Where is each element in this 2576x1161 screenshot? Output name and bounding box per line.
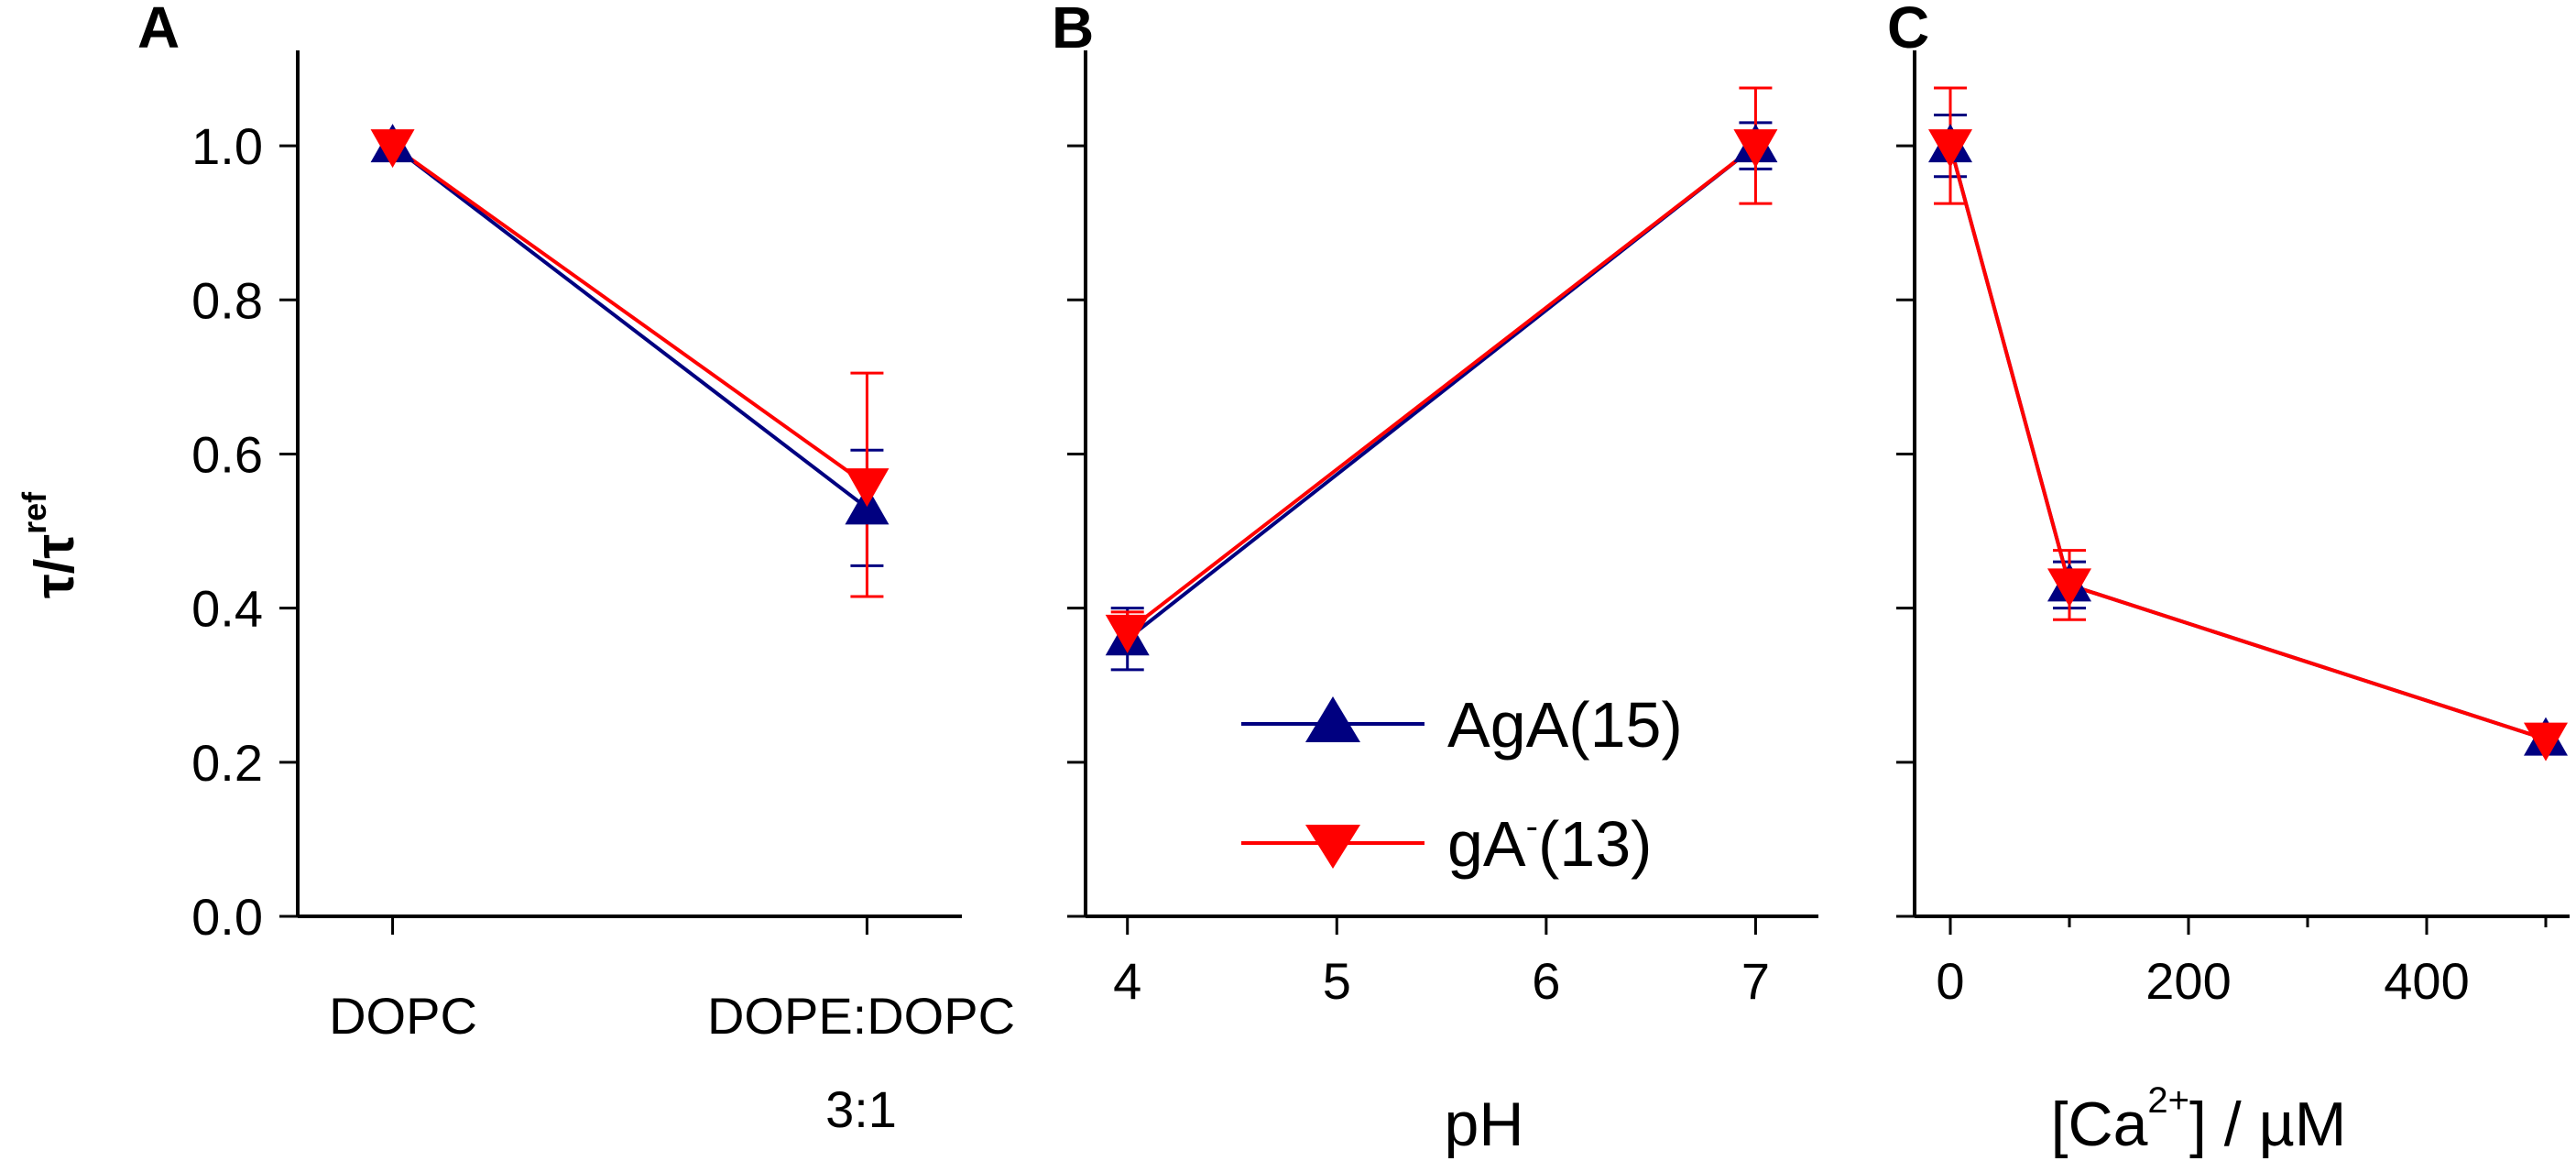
panel-b-x-tick-label: 7 <box>1741 952 1770 1010</box>
panel-b-letter: B <box>1052 0 1094 60</box>
panel-a-line-aga <box>391 144 868 509</box>
panel-c-x-tick-label: 400 <box>2384 952 2469 1010</box>
svg-text:τ/τref: τ/τref <box>16 491 85 598</box>
panel-b-x-tick-label: 6 <box>1532 952 1560 1010</box>
panel-c-x-tick-label: 200 <box>2145 952 2231 1010</box>
panel-a-y-tick-label: 0.2 <box>191 734 263 792</box>
panel-a-line-ga <box>391 144 868 487</box>
panel-c-line-ga <box>1948 145 2547 741</box>
panel-a-y-tick-label: 0.6 <box>191 425 263 483</box>
category-label-dopc: DOPC <box>329 987 477 1045</box>
panel-c-x-tick-label: 0 <box>1936 952 1964 1010</box>
panel-c-line-aga <box>1948 145 2547 741</box>
legend: AgA(15) gA-(13) <box>1241 689 1683 880</box>
panel-b-line-ga <box>1126 144 1757 633</box>
legend-marker-aga <box>1305 696 1360 742</box>
legend-label-ga-sup: - <box>1526 806 1538 847</box>
panel-b-x-tick-label: 4 <box>1113 952 1141 1010</box>
panel-b: B pH 4 5 6 7 <box>1052 0 1818 1159</box>
y-axis-label-main: τ/τ <box>24 534 85 598</box>
panel-c: C [Ca2+] / µM 0 200 400 <box>1887 0 2570 1159</box>
panel-c-letter: C <box>1887 0 1929 60</box>
x-axis-title-calcium: [Ca2+] / µM <box>2051 1080 2347 1159</box>
x-axis-title-calcium-sup: 2+ <box>2147 1080 2189 1121</box>
y-axis-label: τ/τref <box>16 491 85 598</box>
panel-c-point-ga <box>2524 722 2568 761</box>
panel-b-x-tick-label: 5 <box>1323 952 1351 1010</box>
x-axis-title-calcium-tail: ] / µM <box>2189 1090 2346 1159</box>
panel-a-y-tick-label: 0.0 <box>191 888 263 946</box>
legend-label-aga: AgA(15) <box>1447 689 1683 761</box>
panel-a-point-ga <box>845 468 890 508</box>
x-axis-title-calcium-main: [Ca <box>2051 1090 2148 1159</box>
y-axis-label-sup: ref <box>16 491 53 534</box>
panel-c-point-ga <box>1928 129 1972 169</box>
legend-marker-ga <box>1305 825 1360 869</box>
legend-label-ga-tail: (13) <box>1538 808 1652 880</box>
x-axis-title-ph: pH <box>1445 1090 1524 1159</box>
panel-a: A DOPC DOPE:DOPC 3:1 0.0 0.2 0.4 0.6 0.8 1.0 <box>137 0 1015 1138</box>
panel-a-letter: A <box>137 0 180 60</box>
panel-b-point-ga <box>1733 129 1778 169</box>
panel-c-point-ga <box>2047 568 2091 608</box>
panel-a-y-tick-label: 0.8 <box>191 271 263 329</box>
legend-label-ga: gA-(13) <box>1447 806 1652 880</box>
category-label-ratio: 3:1 <box>825 1080 897 1138</box>
panel-a-point-ga <box>370 129 415 169</box>
panel-b-point-ga <box>1105 614 1150 653</box>
category-label-dope-dopc: DOPE:DOPC <box>707 987 1015 1045</box>
legend-label-ga-main: gA <box>1447 808 1526 880</box>
panel-a-y-tick-label: 0.4 <box>191 580 263 638</box>
panel-a-y-tick-label: 1.0 <box>191 117 263 175</box>
